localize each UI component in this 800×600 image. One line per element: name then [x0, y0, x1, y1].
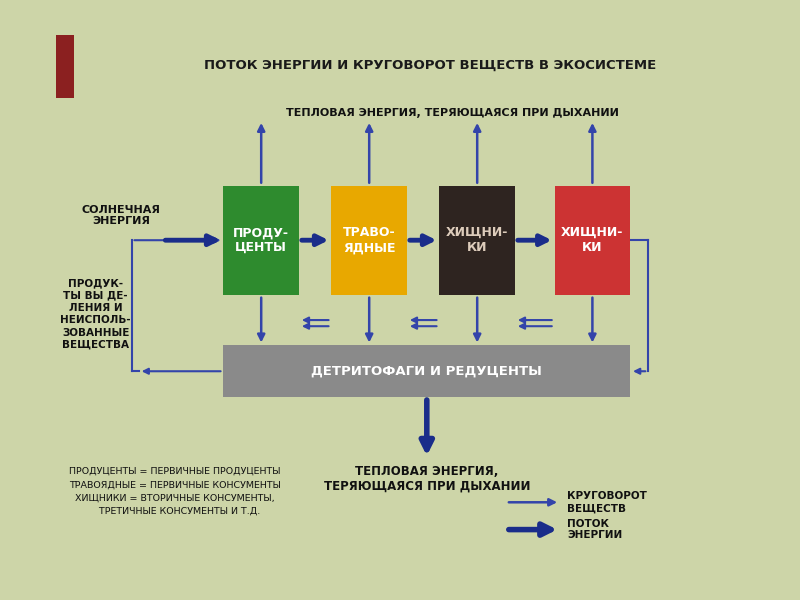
Text: СОЛНЕЧНАЯ
ЭНЕРГИЯ: СОЛНЕЧНАЯ ЭНЕРГИЯ: [82, 205, 160, 226]
Text: ПРОДУК-
ТЫ ВЫ ДЕ-
ЛЕНИЯ И
НЕИСПОЛЬ-
ЗОВАННЫЕ
ВЕЩЕСТВА: ПРОДУК- ТЫ ВЫ ДЕ- ЛЕНИЯ И НЕИСПОЛЬ- ЗОВА…: [60, 278, 131, 350]
Text: ПОТОК
ЭНЕРГИИ: ПОТОК ЭНЕРГИИ: [567, 519, 622, 541]
FancyBboxPatch shape: [439, 185, 515, 295]
Text: ПРОДУЦЕНТЫ = ПЕРВИЧНЫЕ ПРОДУЦЕНТЫ
ТРАВОЯДНЫЕ = ПЕРВИЧНЫЕ КОНСУМЕНТЫ
ХИЩНИКИ = ВТ: ПРОДУЦЕНТЫ = ПЕРВИЧНЫЕ ПРОДУЦЕНТЫ ТРАВОЯ…: [69, 467, 281, 515]
Text: ТЕПЛОВАЯ ЭНЕРГИЯ, ТЕРЯЮЩАЯСЯ ПРИ ДЫХАНИИ: ТЕПЛОВАЯ ЭНЕРГИЯ, ТЕРЯЮЩАЯСЯ ПРИ ДЫХАНИИ: [286, 108, 618, 118]
Text: КРУГОВОРОТ
ВЕЩЕСТВ: КРУГОВОРОТ ВЕЩЕСТВ: [567, 491, 647, 513]
Text: ТРАВО-
ЯДНЫЕ: ТРАВО- ЯДНЫЕ: [343, 226, 395, 254]
Text: ПОТОК ЭНЕРГИИ И КРУГОВОРОТ ВЕЩЕСТВ В ЭКОСИСТЕМЕ: ПОТОК ЭНЕРГИИ И КРУГОВОРОТ ВЕЩЕСТВ В ЭКО…: [204, 59, 657, 72]
Text: ДЕТРИТОФАГИ И РЕДУЦЕНТЫ: ДЕТРИТОФАГИ И РЕДУЦЕНТЫ: [311, 365, 542, 378]
FancyBboxPatch shape: [223, 185, 299, 295]
FancyBboxPatch shape: [223, 346, 630, 397]
Text: ХИЩНИ-
КИ: ХИЩНИ- КИ: [446, 226, 508, 254]
Text: ПРОДУ-
ЦЕНТЫ: ПРОДУ- ЦЕНТЫ: [234, 226, 290, 254]
Text: ХИЩНИ-
КИ: ХИЩНИ- КИ: [562, 226, 623, 254]
Text: ТЕПЛОВАЯ ЭНЕРГИЯ,
ТЕРЯЮЩАЯСЯ ПРИ ДЫХАНИИ: ТЕПЛОВАЯ ЭНЕРГИЯ, ТЕРЯЮЩАЯСЯ ПРИ ДЫХАНИИ: [323, 465, 530, 493]
FancyBboxPatch shape: [56, 35, 74, 98]
FancyBboxPatch shape: [554, 185, 630, 295]
FancyBboxPatch shape: [331, 185, 407, 295]
